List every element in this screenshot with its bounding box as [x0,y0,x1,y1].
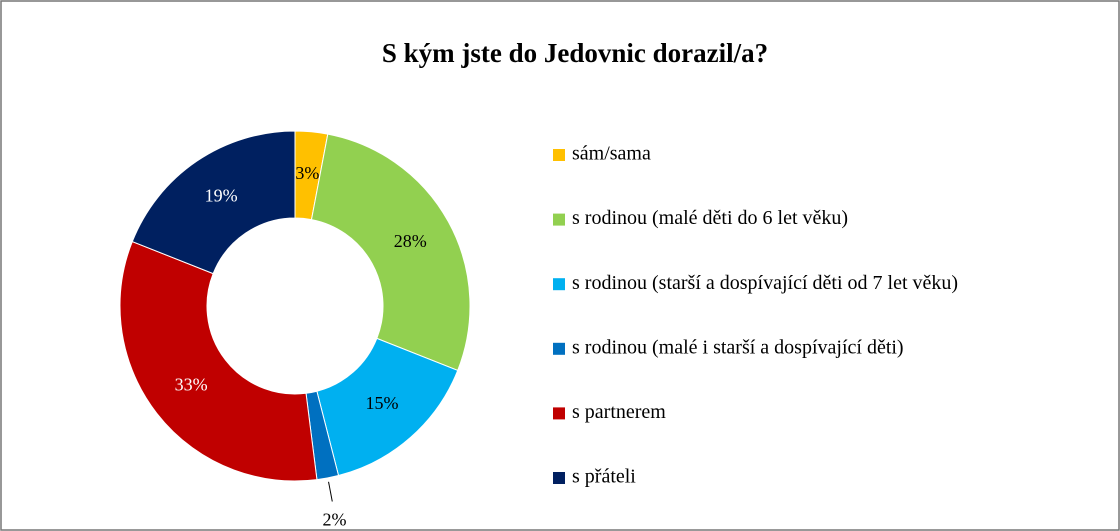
data-label: 3% [295,163,319,183]
data-label: 2% [323,509,347,529]
legend-label: s partnerem [572,401,666,423]
legend-swatch [553,472,565,484]
chart-title: S kým jste do Jedovnic dorazil/a? [382,38,768,68]
data-label: 28% [394,231,427,251]
doughnut-slice [310,133,471,372]
legend-label: s rodinou (malé i starší a dospívající d… [572,336,904,358]
legend-swatch [553,213,565,226]
data-label: 33% [175,375,208,395]
legend-swatch [553,407,565,420]
legend-label: s rodinou (starší a dospívající děti od … [572,272,958,294]
legend-label: sám/sama [572,143,651,165]
leader-line [328,481,333,502]
legend-label: s přáteli [572,466,636,488]
data-label: 15% [365,393,398,413]
legend-swatch [553,278,565,291]
legend-label: s rodinou (malé děti do 6 let věku) [572,207,848,229]
doughnut-slice [119,240,318,482]
doughnut-slice [131,130,296,275]
data-label: 19% [205,185,238,205]
legend-swatch [553,149,565,161]
legend-swatch [553,342,565,355]
